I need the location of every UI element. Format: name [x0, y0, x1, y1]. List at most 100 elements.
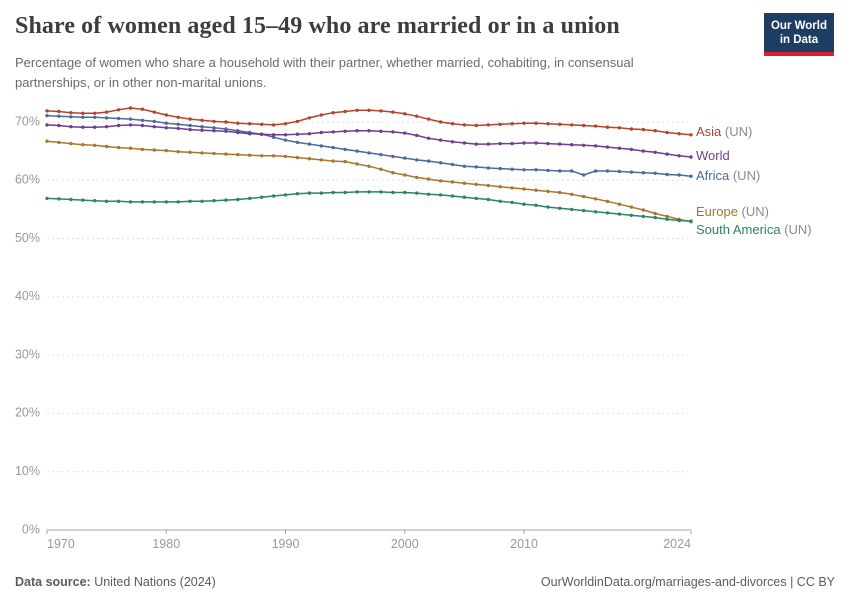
data-source-value: United Nations (2024) [90, 575, 216, 589]
series-point-europe-1989 [271, 154, 276, 158]
series-point-south-america-2002 [426, 192, 431, 196]
series-point-asia-1986 [236, 121, 240, 125]
series-point-world-2021 [653, 150, 657, 154]
series-point-asia-2010 [522, 121, 526, 125]
series-point-south-america-1973 [81, 198, 85, 202]
series-point-europe-1976 [116, 145, 121, 150]
series-point-africa-1997 [367, 151, 371, 155]
series-point-south-america-1976 [116, 199, 121, 203]
series-label-europe[interactable]: Europe (UN) [696, 204, 769, 219]
series-point-south-america-1979 [152, 200, 156, 204]
series-label-south-america[interactable]: South America (UN) [696, 222, 812, 237]
series-point-south-america-1971 [57, 197, 61, 201]
series-point-world-2023 [677, 154, 681, 158]
series-point-south-america-2009 [510, 200, 514, 205]
series-point-world-1992 [307, 132, 312, 136]
series-point-asia-2012 [546, 122, 550, 126]
series-point-asia-2011 [534, 121, 538, 125]
series-point-world-1978 [140, 123, 145, 128]
series-point-south-america-1984 [212, 199, 216, 203]
series-point-africa-2002 [426, 159, 431, 163]
series-point-south-america-1998 [379, 190, 383, 194]
series-point-south-america-1985 [224, 198, 228, 202]
y-tick-label-40: 40% [15, 289, 40, 303]
series-point-world-1994 [331, 130, 335, 134]
series-point-south-america-2006 [474, 196, 478, 201]
series-point-asia-2002 [426, 117, 431, 121]
series-point-europe-1972 [69, 141, 73, 146]
y-tick-label-50: 50% [15, 231, 40, 245]
x-tick-label-2010: 2010 [510, 537, 538, 551]
series-point-africa-1977 [128, 117, 133, 121]
series-point-europe-1998 [379, 167, 383, 171]
series-label-asia[interactable]: Asia (UN) [696, 124, 752, 139]
series-point-asia-1970 [45, 109, 49, 113]
credit-link[interactable]: OurWorldinData.org/marriages-and-divorce… [540, 575, 835, 589]
series-point-south-america-1974 [93, 199, 97, 203]
series-point-south-america-1982 [188, 199, 192, 203]
series-point-africa-1998 [379, 152, 383, 157]
series-point-asia-2014 [570, 123, 574, 127]
series-point-africa-2020 [641, 171, 645, 175]
series-point-europe-2000 [403, 173, 407, 177]
series-point-world-1975 [104, 125, 109, 129]
series-point-asia-1985 [224, 120, 228, 124]
series-point-africa-2018 [617, 169, 622, 174]
series-point-world-2002 [426, 136, 431, 140]
series-point-europe-1975 [104, 144, 109, 149]
series-point-asia-1987 [248, 122, 252, 126]
series-point-south-america-1972 [69, 197, 73, 202]
series-point-asia-2024 [689, 133, 693, 137]
series-point-south-america-1993 [319, 191, 323, 195]
series-point-world-1999 [391, 130, 395, 134]
series-point-asia-1989 [271, 123, 276, 127]
series-point-world-1990 [283, 133, 288, 137]
series-point-world-1998 [379, 129, 383, 133]
series-point-europe-2014 [570, 192, 574, 196]
series-asia[interactable]: Asia (UN) [45, 106, 752, 139]
series-africa[interactable]: Africa (UN) [45, 113, 760, 184]
series-point-world-2011 [534, 141, 538, 145]
series-south-america[interactable]: South America (UN) [45, 190, 812, 237]
data-source-label: Data source: [15, 575, 91, 589]
series-point-asia-2001 [415, 114, 419, 118]
series-europe[interactable]: Europe (UN) [45, 139, 769, 224]
series-point-europe-2012 [546, 189, 550, 194]
series-point-asia-1997 [367, 108, 371, 112]
series-label-world[interactable]: World [696, 148, 730, 163]
series-point-world-1976 [116, 123, 121, 128]
series-point-south-america-1975 [104, 199, 109, 203]
series-point-south-america-2016 [593, 210, 598, 214]
series-point-south-america-1981 [176, 200, 180, 204]
series-point-europe-1979 [152, 148, 156, 152]
series-point-europe-1999 [391, 171, 395, 175]
series-point-europe-1970 [45, 139, 49, 143]
series-point-asia-1994 [331, 111, 335, 115]
series-point-asia-1979 [152, 110, 156, 114]
series-point-world-1981 [176, 126, 180, 131]
series-point-south-america-1996 [355, 190, 359, 194]
series-point-africa-2009 [510, 167, 514, 171]
series-point-europe-1985 [224, 152, 228, 156]
series-point-south-america-2014 [570, 207, 574, 212]
x-tick-label-2024: 2024 [663, 537, 691, 551]
series-point-world-1977 [128, 123, 133, 127]
series-point-world-1996 [355, 129, 359, 133]
series-point-africa-1994 [331, 145, 335, 150]
series-line-south-america[interactable] [46, 191, 692, 222]
series-point-world-1991 [295, 132, 300, 136]
series-point-asia-2021 [653, 129, 657, 133]
chart-svg: 0% 10% 20% 30% 40% 50% 60% 70% 1970 1980 1990 2000 2… [15, 106, 812, 551]
y-tick-label-30: 30% [15, 347, 40, 361]
series-world[interactable]: World [45, 123, 730, 163]
series-point-world-1986 [236, 130, 240, 135]
owid-logo-line2: in Data [779, 34, 819, 47]
series-point-africa-2003 [438, 161, 443, 165]
series-label-africa[interactable]: Africa (UN) [696, 168, 760, 183]
series-point-asia-2023 [677, 132, 681, 136]
series-point-world-2008 [498, 141, 502, 146]
series-point-world-1971 [57, 123, 61, 128]
series-point-asia-1990 [283, 122, 288, 126]
series-point-africa-1981 [176, 122, 180, 126]
series-point-south-america-1988 [260, 195, 264, 199]
